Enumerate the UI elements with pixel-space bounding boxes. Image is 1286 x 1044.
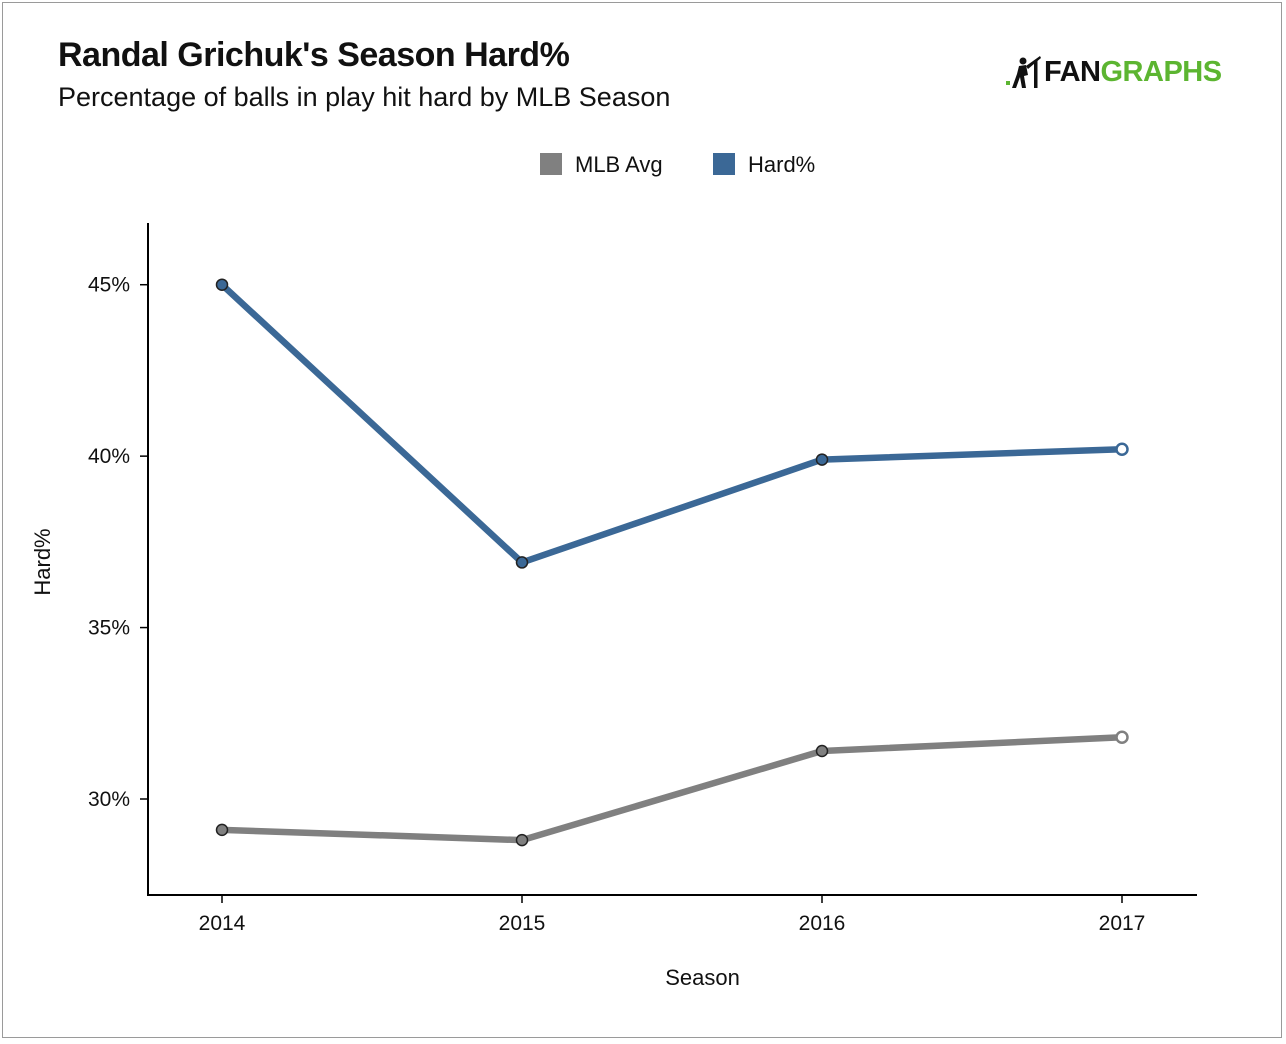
chart-subtitle: Percentage of balls in play hit hard by … <box>58 82 671 112</box>
series-hard- <box>215 278 1129 569</box>
data-point <box>515 556 529 569</box>
legend-swatch <box>713 153 735 175</box>
x-tick-label: 2015 <box>499 912 546 935</box>
y-tick-label: 40% <box>88 445 130 468</box>
data-point <box>1115 730 1129 745</box>
x-axis-title: Season <box>665 965 740 990</box>
y-tick-label: 45% <box>88 274 130 297</box>
y-tick-label: 30% <box>88 788 130 811</box>
axes: 30% 35% 40% 45% 2014 2015 2016 2017 Season Hard% <box>30 223 1197 990</box>
data-point <box>215 278 229 291</box>
chart-title: Randal Grichuk's Season Hard% <box>58 36 570 74</box>
batter-icon <box>1006 56 1041 88</box>
series-line <box>218 734 1126 844</box>
legend-swatch <box>540 153 562 175</box>
series-layer <box>215 278 1129 847</box>
data-point <box>815 453 829 466</box>
data-point <box>215 823 229 837</box>
logo-text-fan: FAN <box>1044 55 1101 88</box>
series-mlb-avg <box>215 730 1129 847</box>
logo-text-graphs: GRAPHS <box>1100 55 1223 88</box>
data-point <box>515 833 529 847</box>
legend: MLB Avg Hard% <box>540 152 815 177</box>
legend-label: MLB Avg <box>575 152 663 177</box>
data-point <box>815 744 829 758</box>
data-point <box>1115 442 1129 457</box>
x-tick-label: 2014 <box>199 912 246 935</box>
fangraphs-logo[interactable]: FANGRAPHS <box>1006 52 1222 92</box>
series-line <box>218 281 1126 566</box>
x-tick-label: 2017 <box>1099 912 1146 935</box>
y-tick-label: 35% <box>88 617 130 640</box>
y-axis-title: Hard% <box>30 528 55 595</box>
legend-label: Hard% <box>748 152 815 177</box>
x-tick-label: 2016 <box>799 912 846 935</box>
